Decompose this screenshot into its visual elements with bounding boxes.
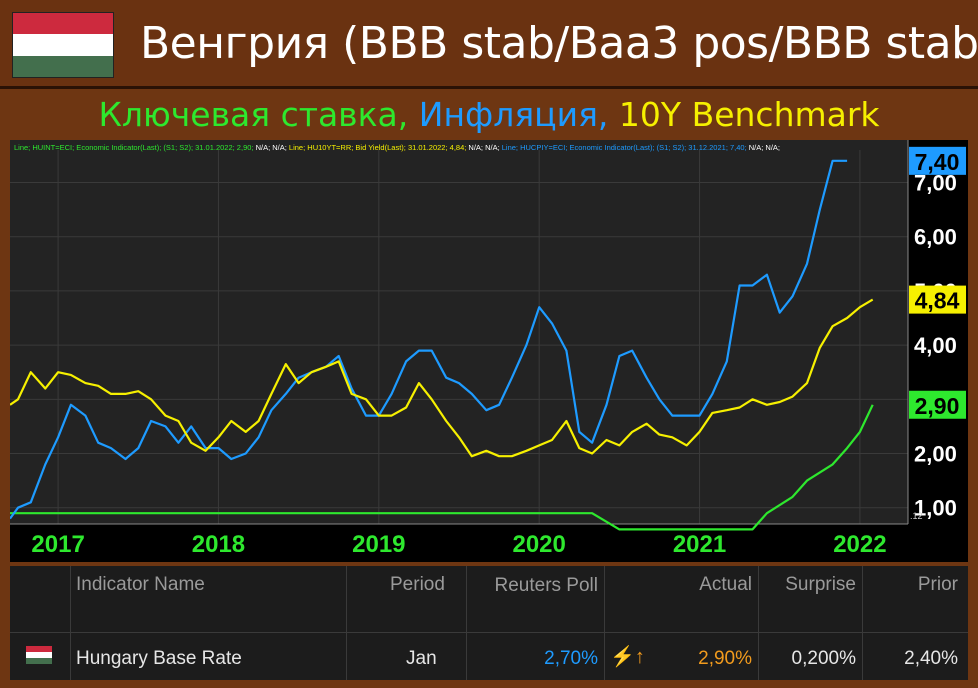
last-value-label: 4,84 <box>915 288 960 314</box>
x-tick-label: 2017 <box>31 531 84 558</box>
legend-inflation: Line; HUCPIY=ECI; Economic Indicator(Las… <box>499 143 747 152</box>
subtitle-key-rate: Ключевая ставка, <box>98 95 409 134</box>
header-period[interactable]: Period <box>390 574 445 595</box>
header-prior[interactable]: Prior <box>917 574 958 595</box>
last-value-label: 2,90 <box>915 393 960 419</box>
series-line <box>10 404 874 531</box>
hungary-flag-icon <box>26 646 52 664</box>
plot-background <box>10 140 908 524</box>
last-value-badge <box>909 285 966 314</box>
x-tick-label: 2022 <box>833 531 886 558</box>
lightning-up-arrow-icon: ⚡↑ <box>610 646 645 668</box>
page-title: Венгрия (BBB stab/Baa3 pos/BBB stab) <box>140 18 978 69</box>
last-value-badge <box>909 146 966 175</box>
title-bar: Венгрия (BBB stab/Baa3 pos/BBB stab) <box>0 0 978 86</box>
subtitle-inflation: Инфляция, <box>408 95 609 134</box>
line-chart: 1,002,003,004,005,006,007,00.12201720182… <box>10 140 966 558</box>
legend-na: N/A; N/A; <box>253 143 287 152</box>
legend-line: Line; HUINT=ECI; Economic Indicator(Last… <box>14 143 780 152</box>
series-line <box>10 159 848 520</box>
row-actual: 2,90% <box>698 648 752 669</box>
last-value-badge <box>909 390 966 419</box>
hungary-flag-icon <box>12 12 114 78</box>
last-value-label: 7,40 <box>915 149 960 175</box>
y-tick-label: 1,00 <box>914 496 957 521</box>
subtitle-benchmark: 10Y Benchmark <box>608 95 880 134</box>
y-axis-min-label: .12 <box>910 511 923 521</box>
y-tick-label: 2,00 <box>914 442 957 467</box>
row-reuters-poll: 2,70% <box>544 648 598 669</box>
row-prior: 2,40% <box>904 648 958 669</box>
legend-na: N/A; N/A; <box>466 143 500 152</box>
header-actual[interactable]: Actual <box>699 574 752 595</box>
row-surprise: 0,200% <box>791 648 856 669</box>
x-tick-label: 2019 <box>352 531 405 558</box>
x-tick-label: 2020 <box>512 531 565 558</box>
legend-key-rate: Line; HUINT=ECI; Economic Indicator(Last… <box>14 143 254 152</box>
chart-area: 1,002,003,004,005,006,007,00.12201720182… <box>10 140 968 562</box>
legend-na: N/A; N/A; <box>746 143 781 152</box>
indicator-table: Indicator Name Period Reuters Poll Actua… <box>10 566 968 680</box>
divider <box>0 86 978 89</box>
y-tick-label: 6,00 <box>914 225 957 250</box>
legend-benchmark: Line; HU10YT=RR; Bid Yield(Last); 31.01.… <box>286 143 467 152</box>
chart-subtitle: Ключевая ставка, Инфляция, 10Y Benchmark <box>0 90 978 140</box>
x-tick-label: 2021 <box>673 531 726 558</box>
x-tick-label: 2018 <box>192 531 245 558</box>
row-period: Jan <box>406 648 437 669</box>
header-indicator-name[interactable]: Indicator Name <box>76 574 205 595</box>
y-tick-label: 4,00 <box>914 333 957 358</box>
row-indicator-name[interactable]: Hungary Base Rate <box>76 648 242 669</box>
header-reuters-poll[interactable]: Reuters Poll <box>494 575 599 596</box>
series-line <box>10 298 874 458</box>
header-surprise[interactable]: Surprise <box>785 574 856 595</box>
